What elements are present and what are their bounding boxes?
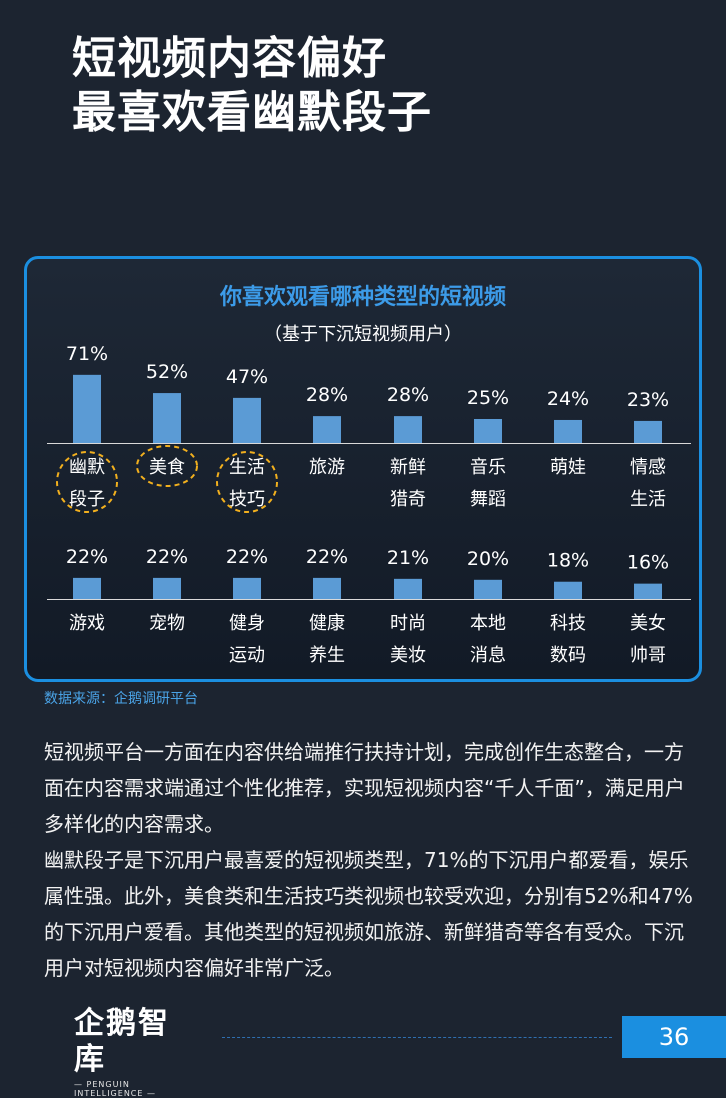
category-label: 段子 xyxy=(69,489,105,510)
data-label: 71% xyxy=(66,343,108,365)
data-label: 20% xyxy=(467,548,509,570)
data-label: 21% xyxy=(387,547,429,569)
category-label: 养生 xyxy=(309,645,345,666)
category-label: 健康 xyxy=(309,613,345,634)
logo-subtext: — PENGUIN INTELLIGENCE — xyxy=(74,1080,156,1098)
category-label: 健身 xyxy=(229,613,265,634)
bar xyxy=(634,420,662,443)
data-source: 数据来源：企鹅调研平台 xyxy=(44,691,198,707)
footer-divider xyxy=(222,1037,612,1038)
bar xyxy=(554,419,582,443)
data-label: 22% xyxy=(66,546,108,568)
bar xyxy=(554,581,582,599)
body-paragraph: 幽默段子是下沉用户最喜爱的短视频类型，71%的下沉用户都爱看，娱乐属性强。此外，… xyxy=(44,848,693,980)
category-label: 技巧 xyxy=(229,489,265,510)
bar xyxy=(313,416,341,443)
highlight-circle xyxy=(56,451,118,513)
category-label: 数码 xyxy=(550,645,586,666)
bar xyxy=(153,393,181,443)
highlight-circle xyxy=(136,445,198,487)
category-label: 音乐 xyxy=(470,457,506,478)
chart-subtitle: （基于下沉短视频用户） xyxy=(264,324,462,345)
category-label: 萌娃 xyxy=(550,457,586,478)
page-number-badge: 36 xyxy=(622,1016,726,1058)
bar xyxy=(474,579,502,599)
bar xyxy=(153,577,181,599)
penguin-logo: 企鹅智库 — PENGUIN INTELLIGENCE — xyxy=(74,1006,198,1098)
body-text: 短视频平台一方面在内容供给端推行扶持计划，完成创作生态整合，一方面在内容需求端通… xyxy=(44,734,694,986)
category-label: 美妆 xyxy=(390,645,426,666)
bar xyxy=(394,416,422,443)
bar xyxy=(634,583,662,599)
chart-title: 你喜欢观看哪种类型的短视频 xyxy=(219,284,506,310)
data-label: 22% xyxy=(226,546,268,568)
bar-chart: 你喜欢观看哪种类型的短视频 （基于下沉短视频用户） 71% 幽默段子 52% 美食 47% 生… xyxy=(47,284,691,666)
data-label: 47% xyxy=(226,366,268,388)
page-number: 36 xyxy=(658,1023,690,1051)
bar xyxy=(233,397,261,443)
data-label: 24% xyxy=(547,388,589,410)
data-label: 16% xyxy=(627,552,669,574)
category-label: 游戏 xyxy=(69,613,105,634)
data-label: 18% xyxy=(547,550,589,572)
category-label: 舞蹈 xyxy=(470,489,506,510)
bar xyxy=(73,577,101,599)
category-label: 生活 xyxy=(630,489,666,510)
category-label: 美女 xyxy=(630,613,666,634)
page-title-line1: 短视频内容偏好 xyxy=(72,33,387,84)
category-label: 美食 xyxy=(149,457,185,478)
page-title: 短视频内容偏好 最喜欢看幽默段子 xyxy=(72,32,432,140)
category-label: 新鲜 xyxy=(390,457,426,478)
body-paragraph: 短视频平台一方面在内容供给端推行扶持计划，完成创作生态整合，一方面在内容需求端通… xyxy=(44,740,685,836)
highlight-circle xyxy=(216,451,278,513)
category-label: 本地 xyxy=(470,613,506,634)
data-label: 22% xyxy=(306,546,348,568)
category-label: 情感 xyxy=(630,457,666,478)
category-label: 消息 xyxy=(470,645,506,666)
category-label: 宠物 xyxy=(149,613,185,634)
category-label: 猎奇 xyxy=(390,489,426,510)
chart-card: 你喜欢观看哪种类型的短视频 （基于下沉短视频用户） 71% 幽默段子 52% 美食 47% 生… xyxy=(24,256,702,682)
bar xyxy=(313,577,341,599)
data-label: 28% xyxy=(306,384,348,406)
bar xyxy=(73,374,101,443)
data-label: 23% xyxy=(627,389,669,411)
logo-text: 企鹅智库 xyxy=(74,1006,170,1077)
category-label: 科技 xyxy=(550,613,586,634)
category-label: 时尚 xyxy=(390,613,426,634)
category-label: 帅哥 xyxy=(630,645,666,666)
bar xyxy=(474,419,502,443)
category-label: 幽默 xyxy=(69,457,105,478)
data-label: 25% xyxy=(467,387,509,409)
category-label: 运动 xyxy=(229,645,265,666)
bar xyxy=(394,578,422,599)
category-label: 旅游 xyxy=(309,457,345,478)
data-label: 52% xyxy=(146,361,188,383)
data-label: 22% xyxy=(146,546,188,568)
page-title-line2: 最喜欢看幽默段子 xyxy=(72,87,432,138)
category-label: 生活 xyxy=(229,457,265,478)
data-label: 28% xyxy=(387,384,429,406)
bar xyxy=(233,577,261,599)
